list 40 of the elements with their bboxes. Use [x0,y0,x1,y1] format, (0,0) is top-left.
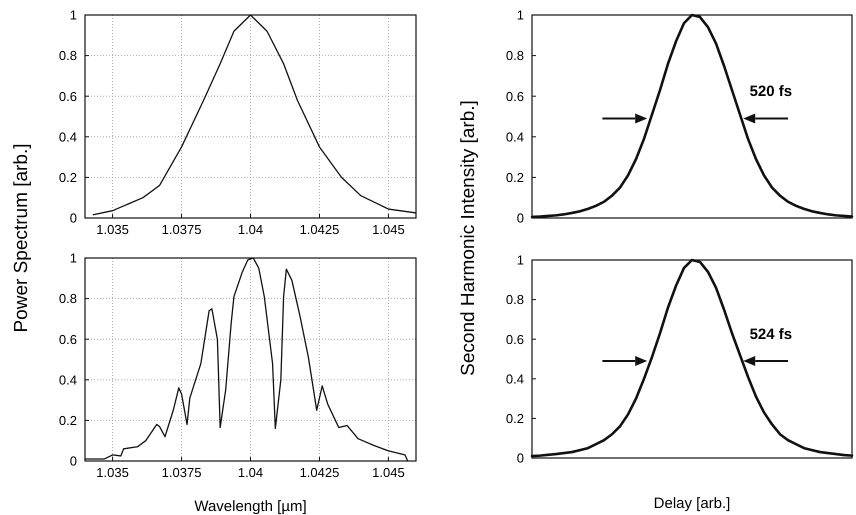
y-axis-title: Power Spectrum [arb.] [11,143,32,333]
x-tick-label: 1.045 [372,222,405,237]
x-tick-label: 1.04 [238,465,264,480]
x-tick-label: 1.045 [372,465,405,480]
y-tick-label: 0 [516,210,524,226]
x-axis-title: Delay [arb.] [654,495,730,512]
y-tick-label: 0.2 [506,170,524,185]
y-tick-label: 1 [516,252,524,268]
x-tick-label: 1.0425 [300,465,340,480]
y-tick-label: 0.8 [506,292,524,308]
y-tick-label: 0 [516,450,524,466]
y-axis-title: Second Harmonic Intensity [arb.] [458,100,479,376]
y-tick-label: 0.6 [506,332,524,347]
y-tick-label: 0.8 [506,48,524,64]
y-tick-label: 0.2 [506,410,524,426]
x-tick-label: 1.0375 [162,222,202,237]
y-tick-label: 0.6 [58,332,77,347]
x-tick-label: 1.035 [96,465,129,480]
annotation: 520 fs [750,83,792,100]
y-tick-label: 1 [70,250,77,266]
y-tick-label: 0 [70,454,77,469]
y-tick-label: 0.6 [58,88,77,104]
y-tick-label: 0.8 [58,48,77,64]
annotation: 524 fs [750,326,792,344]
y-tick-label: 1 [516,8,524,23]
y-tick-label: 0.4 [506,129,524,144]
x-axis-title: Wavelength [µm] [194,498,307,515]
x-tick-label: 1.04 [238,222,264,237]
x-tick-label: 1.0425 [300,222,340,237]
y-tick-label: 0.4 [506,371,524,386]
y-tick-label: 0.4 [58,129,77,144]
y-tick-label: 0.4 [58,372,77,388]
x-tick-label: 1.035 [96,222,129,237]
x-tick-label: 1.0375 [162,465,202,480]
y-tick-label: 0 [70,210,77,226]
y-tick-label: 0.8 [58,291,77,306]
y-tick-label: 1 [70,8,77,23]
y-tick-label: 0.2 [58,412,77,428]
y-tick-label: 0.2 [58,170,77,185]
y-tick-label: 0.6 [506,88,524,104]
